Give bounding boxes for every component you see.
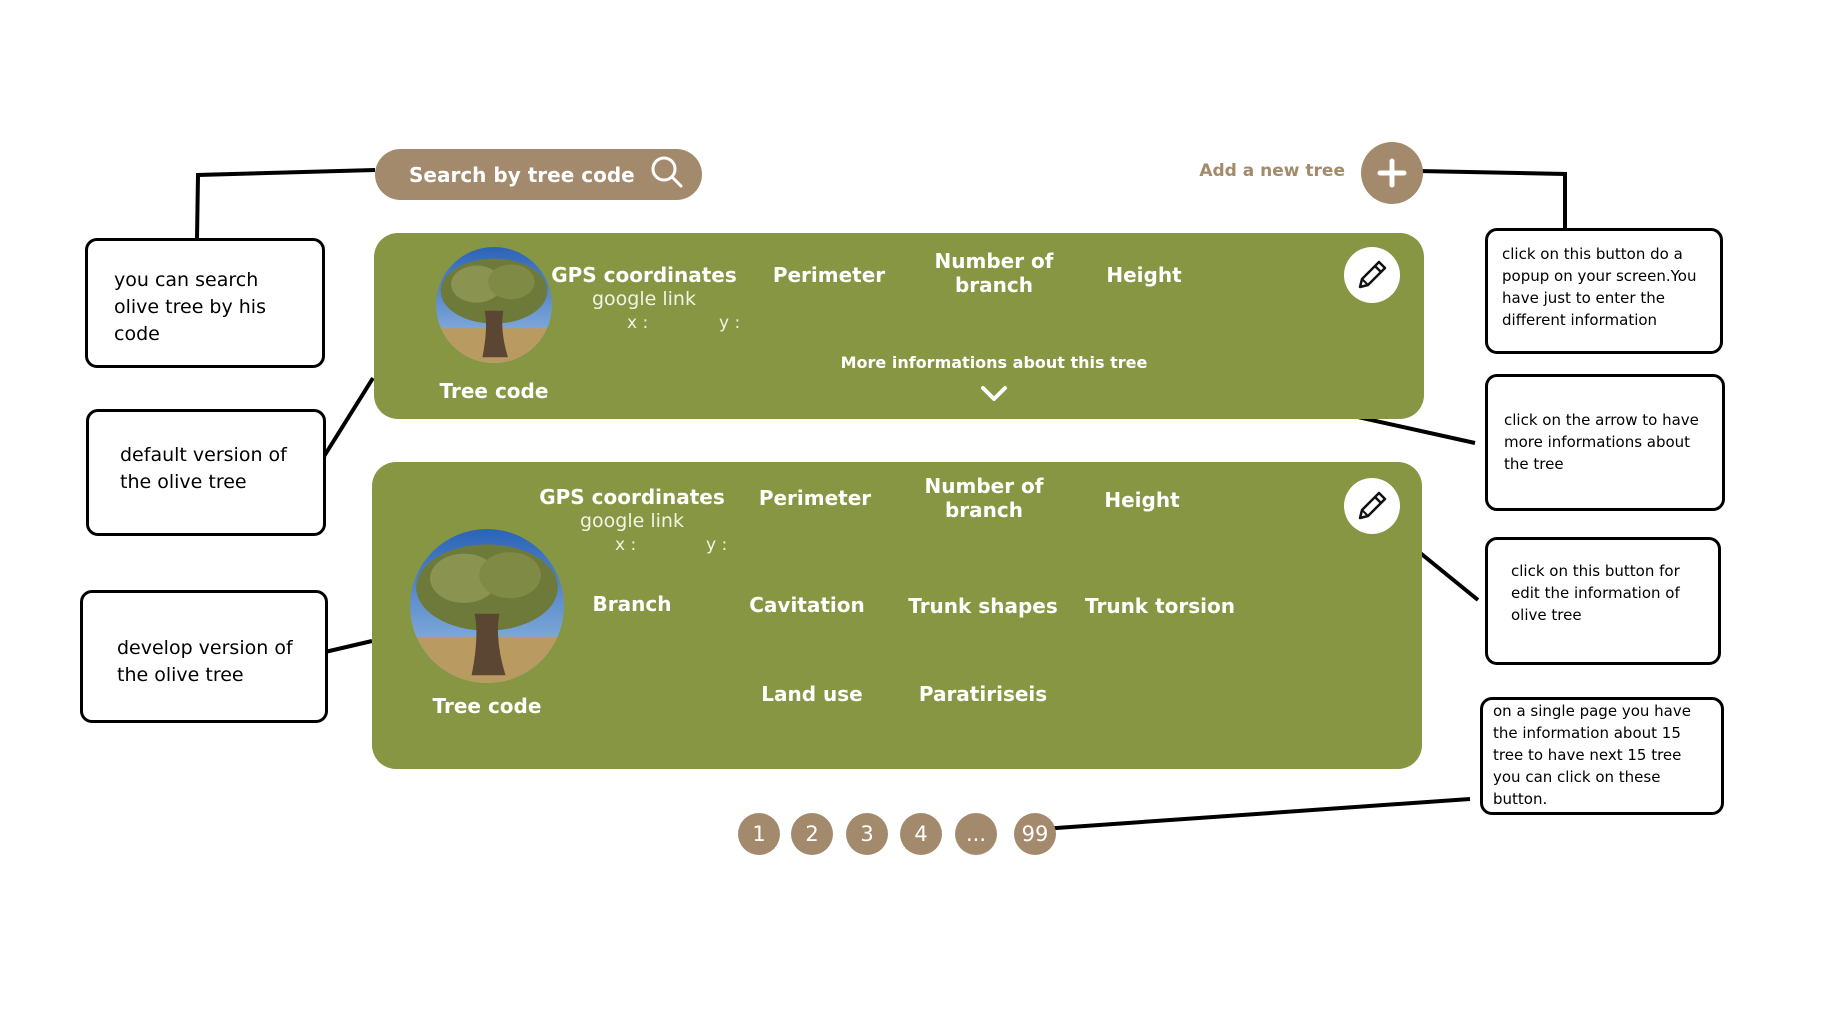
note-line: click on this button for (1511, 562, 1680, 580)
edit-button[interactable] (1344, 478, 1400, 534)
perimeter-label: Perimeter (772, 263, 886, 287)
note-line: olive tree (1511, 606, 1582, 624)
note-pages: on a single page you have the informatio… (1480, 697, 1724, 815)
land-use-label: Land use (761, 682, 863, 706)
branch-count-label: Number of branch (934, 249, 1054, 297)
page-button-ellipsis[interactable]: ... (955, 813, 997, 855)
branch-label: Branch (592, 592, 672, 616)
gps-label: GPS coordinates (539, 485, 725, 509)
height-label: Height (1104, 488, 1180, 512)
note-line: popup on your screen.You (1502, 267, 1697, 285)
tree-card-develop: Tree code GPS coordinates google link x … (372, 462, 1422, 769)
note-add-popup: click on this button do a popup on your … (1485, 228, 1723, 354)
x-coordinate-label: x : (627, 313, 649, 333)
note-line: olive tree by his (114, 296, 266, 318)
note-line: edit the information of (1511, 584, 1680, 602)
paratiriseis-label: Paratiriseis (918, 682, 1048, 706)
page-button-3[interactable]: 3 (846, 813, 888, 855)
note-line: more informations about (1504, 433, 1691, 451)
more-info-link[interactable]: More informations about this tree (840, 353, 1148, 372)
search-icon (650, 155, 684, 194)
page-button-last[interactable]: 99 (1014, 813, 1056, 855)
chevron-down-icon[interactable] (980, 385, 1008, 403)
perimeter-label: Perimeter (758, 486, 872, 510)
search-button[interactable]: Search by tree code (375, 149, 702, 200)
page-button-1[interactable]: 1 (738, 813, 780, 855)
pencil-icon (1358, 260, 1387, 289)
add-tree-label[interactable]: Add a new tree (1199, 161, 1345, 181)
height-label: Height (1106, 263, 1182, 287)
note-arrow: click on the arrow to have more informat… (1485, 374, 1725, 511)
x-coordinate-label: x : (615, 535, 637, 555)
note-line: code (114, 323, 160, 345)
tree-code-label: Tree code (439, 379, 549, 403)
branch-count-label: Number of branch (924, 474, 1044, 522)
note-line: button. (1493, 790, 1548, 808)
edit-button[interactable] (1344, 247, 1400, 303)
note-line: develop version of (117, 637, 293, 659)
note-line: the tree (1504, 455, 1564, 473)
note-default-version: default version of the olive tree (86, 409, 326, 536)
y-coordinate-label: y : (719, 313, 741, 333)
trunk-shapes-label: Trunk shapes (908, 594, 1058, 618)
note-line: you can search (114, 269, 259, 291)
note-line: the information about 15 (1493, 724, 1681, 742)
page-button-2[interactable]: 2 (791, 813, 833, 855)
search-label: Search by tree code (409, 162, 635, 187)
google-link[interactable]: google link (592, 288, 696, 310)
pencil-icon (1358, 491, 1387, 520)
note-line: on a single page you have (1493, 702, 1691, 720)
note-edit: click on this button for edit the inform… (1485, 537, 1721, 665)
gps-label: GPS coordinates (551, 263, 737, 287)
add-tree-button[interactable] (1361, 142, 1423, 204)
note-line: click on this button do a (1502, 245, 1683, 263)
cavitation-label: Cavitation (749, 593, 865, 617)
tree-card-default: GPS coordinates google link x : y : Peri… (374, 233, 1424, 419)
tree-photo (436, 247, 552, 363)
note-line: the olive tree (117, 664, 244, 686)
page-button-4[interactable]: 4 (900, 813, 942, 855)
trunk-torsion-label: Trunk torsion (1085, 594, 1235, 618)
note-develop-version: develop version of the olive tree (80, 590, 328, 723)
note-line: you can click on these (1493, 768, 1661, 786)
google-link[interactable]: google link (580, 510, 684, 532)
tree-photo (410, 529, 564, 683)
note-line: have just to enter the (1502, 289, 1665, 307)
y-coordinate-label: y : (706, 535, 728, 555)
note-line: tree to have next 15 tree (1493, 746, 1682, 764)
note-line: default version of (120, 444, 287, 466)
note-line: click on the arrow to have (1504, 411, 1699, 429)
plus-icon (1377, 158, 1407, 188)
note-search: you can search olive tree by his code (85, 238, 325, 368)
note-line: the olive tree (120, 471, 247, 493)
note-line: different information (1502, 311, 1658, 329)
tree-code-label: Tree code (432, 694, 542, 718)
